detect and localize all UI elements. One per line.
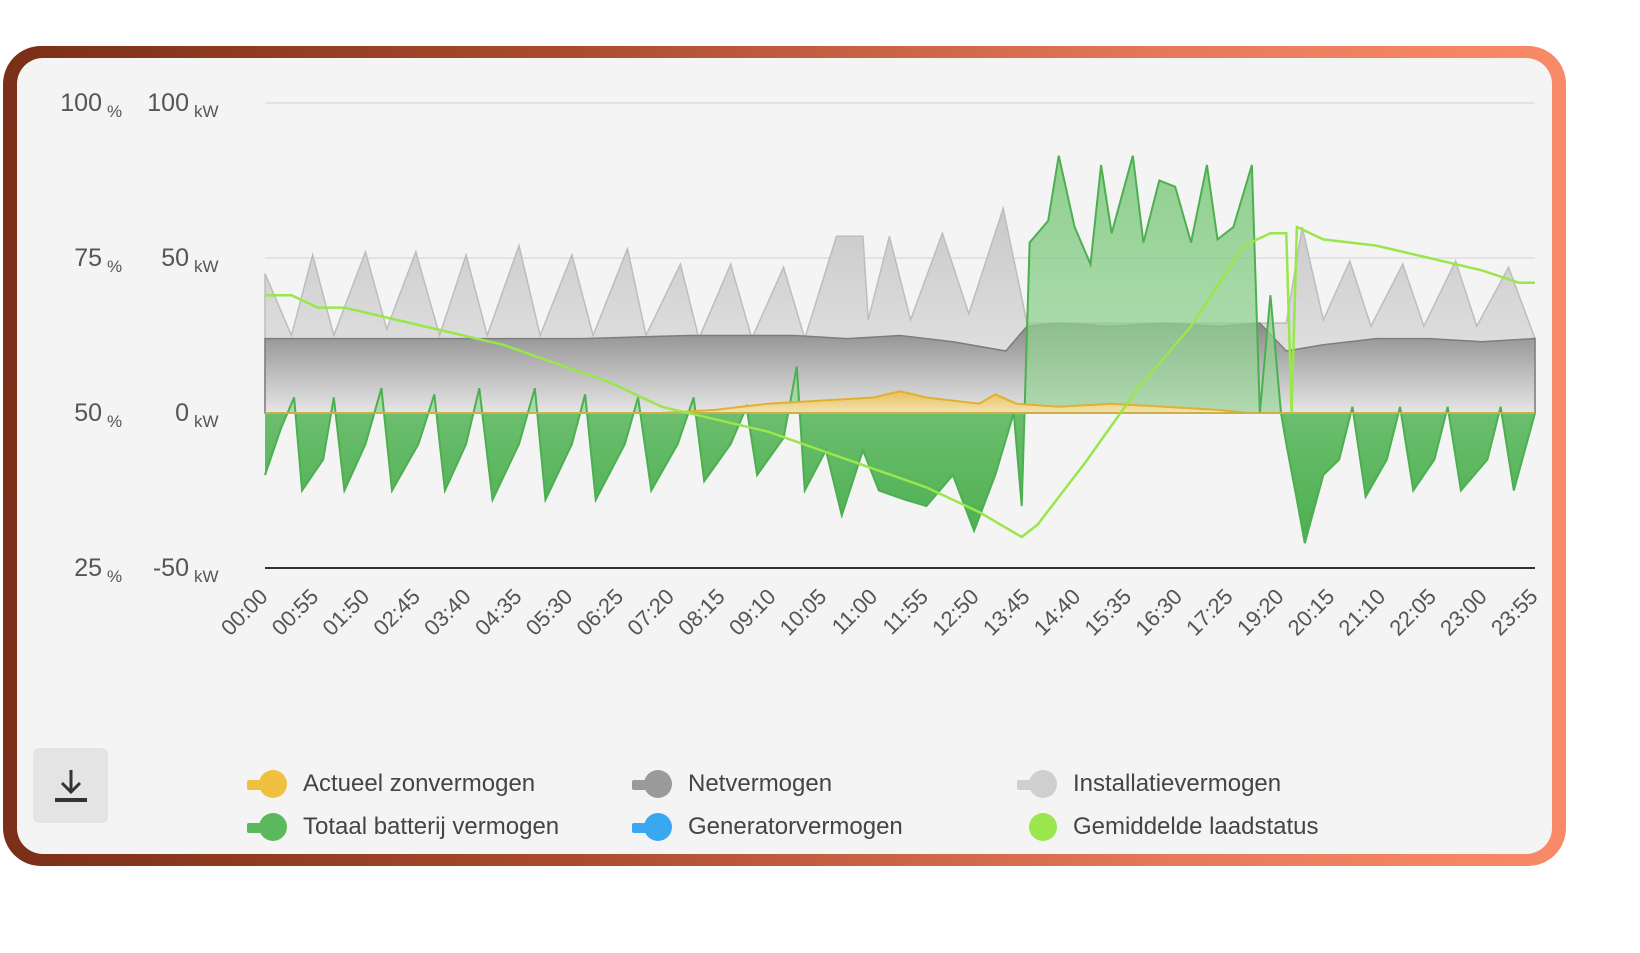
chart-card-frame: 100% 75% 50% 25% 100 kW 50 kW 0 kW -50 kW 00:00 00:55… <box>3 46 1566 866</box>
legend-label: Actueel zonvermogen <box>303 770 536 797</box>
y-tick-unit: kW <box>194 102 219 121</box>
x-tick-label: 08:15 <box>673 584 730 641</box>
x-tick-label: 16:30 <box>1130 584 1187 641</box>
y-tick-unit: % <box>107 567 122 586</box>
chart-panel: 100% 75% 50% 25% 100 kW 50 kW 0 kW -50 kW 00:00 00:55… <box>17 58 1552 854</box>
legend-item-net[interactable]: Netvermogen <box>632 770 832 798</box>
y-tick-unit: kW <box>194 257 219 276</box>
legend-swatch-icon <box>632 770 676 798</box>
legend-swatch-icon <box>1017 770 1061 798</box>
y-tick-unit: % <box>107 102 122 121</box>
x-tick-label: 03:40 <box>419 584 476 641</box>
legend-swatch-icon <box>1017 813 1061 841</box>
x-tick-label: 17:25 <box>1181 584 1238 641</box>
x-tick-label: 19:20 <box>1232 584 1289 641</box>
series-zonvermogen-area <box>265 390 1535 414</box>
y-tick-label-percent: 50 <box>74 399 102 427</box>
legend-label: Installatievermogen <box>1073 770 1282 797</box>
y-tick-unit: kW <box>194 412 219 431</box>
x-tick-label: 11:00 <box>827 584 882 639</box>
x-tick-label: 20:15 <box>1283 584 1340 641</box>
x-tick-label: 21:10 <box>1334 584 1391 641</box>
y-tick-label-kw: 50 <box>161 244 189 272</box>
y-tick-unit: % <box>107 412 122 431</box>
y-tick-label-percent: 25 <box>74 554 102 582</box>
x-tick-label: 10:05 <box>775 584 832 641</box>
legend: Actueel zonvermogen Netvermogen Installa… <box>247 770 1547 854</box>
x-tick-label: 06:25 <box>572 584 629 641</box>
y-tick-unit: % <box>107 257 122 276</box>
y-tick-unit: kW <box>194 567 219 586</box>
x-tick-label: 01:50 <box>318 584 375 641</box>
x-tick-label: 07:20 <box>622 584 679 641</box>
x-tick-label: 09:10 <box>724 584 781 641</box>
y-tick-label-kw: -50 <box>153 554 189 582</box>
legend-item-zon[interactable]: Actueel zonvermogen <box>247 770 535 798</box>
x-tick-label: 12:50 <box>927 584 984 641</box>
y-tick-label-kw: 0 <box>175 399 189 427</box>
x-tick-label: 02:45 <box>368 584 425 641</box>
series-batterij-line <box>264 155 1536 544</box>
x-tick-label: 00:55 <box>267 584 324 641</box>
y-tick-label-percent: 75 <box>74 244 102 272</box>
legend-swatch-icon <box>632 813 676 841</box>
x-tick-label: 23:00 <box>1435 584 1492 641</box>
legend-item-generator[interactable]: Generatorvermogen <box>632 813 903 841</box>
x-tick-label: 05:30 <box>521 584 578 641</box>
legend-item-installatie[interactable]: Installatievermogen <box>1017 770 1281 798</box>
legend-item-laadstatus[interactable]: Gemiddelde laadstatus <box>1017 813 1318 841</box>
legend-swatch-icon <box>247 770 291 798</box>
x-tick-label: 04:35 <box>470 584 527 641</box>
y-tick-label-percent: 100 <box>60 89 102 117</box>
x-tick-label: 23:55 <box>1486 584 1543 641</box>
series-batterij-area-positive <box>265 155 1535 413</box>
download-icon <box>54 769 87 802</box>
legend-label: Gemiddelde laadstatus <box>1073 813 1319 840</box>
x-tick-label: 00:00 <box>216 584 273 641</box>
legend-swatch-icon <box>247 813 291 841</box>
x-tick-label: 15:35 <box>1080 584 1137 641</box>
legend-label: Generatorvermogen <box>688 813 903 840</box>
x-tick-label: 13:45 <box>978 584 1035 641</box>
x-tick-label: 22:05 <box>1384 584 1441 641</box>
legend-label: Netvermogen <box>688 770 833 797</box>
x-tick-label: 14:40 <box>1029 584 1086 641</box>
legend-item-batterij[interactable]: Totaal batterij vermogen <box>247 813 559 841</box>
legend-label: Totaal batterij vermogen <box>303 813 560 840</box>
download-button[interactable] <box>33 748 108 823</box>
x-tick-label: 11:55 <box>877 584 932 639</box>
series-laadstatus-line <box>265 225 1535 539</box>
y-tick-label-kw: 100 <box>147 89 189 117</box>
